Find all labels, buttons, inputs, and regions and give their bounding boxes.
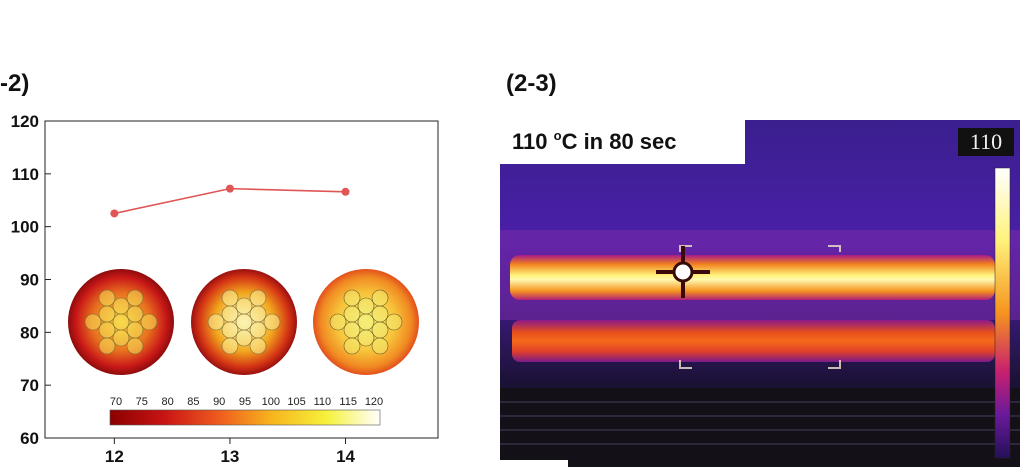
data-point xyxy=(341,187,350,196)
colorbar-tick-label: 70 xyxy=(110,396,122,408)
thermal-caption: 110 oC in 80 sec xyxy=(500,120,745,164)
colorbar-tick-label: 105 xyxy=(287,396,305,408)
colorbar-tick-label: 80 xyxy=(161,396,173,408)
colorbar-tick-label: 85 xyxy=(187,396,199,408)
scale-max-value: 110 xyxy=(958,128,1014,156)
cross-section-13 xyxy=(191,269,297,375)
y-tick-label: 110 xyxy=(12,165,39,184)
y-tick-label: 80 xyxy=(20,323,39,342)
series-line xyxy=(110,184,350,218)
colorbar-tick-label: 95 xyxy=(239,396,251,408)
y-tick-label: 100 xyxy=(11,218,39,237)
colorbar-tick-label: 75 xyxy=(136,396,148,408)
temperature-chart: 60 70 80 90 100 110 120 12 13 14 70 75 80 85 90 95 100… xyxy=(11,112,439,466)
x-axis-ticks: 12 13 14 xyxy=(105,438,356,466)
crosshair-icon xyxy=(656,246,710,298)
panel-label-left: -2) xyxy=(0,70,30,97)
cross-section-14 xyxy=(313,269,419,375)
colorbar-tick-label: 100 xyxy=(262,396,280,408)
data-point xyxy=(110,209,119,218)
colorbar-tick-labels: 70 75 80 85 90 95 100 105 110 115 120 xyxy=(110,396,383,408)
colorbar-tick-label: 110 xyxy=(314,396,332,408)
colorbar xyxy=(109,409,381,426)
y-tick-label: 120 xyxy=(11,112,39,131)
colorbar-tick-label: 120 xyxy=(365,396,383,408)
colorbar-tick-label: 90 xyxy=(213,396,225,408)
y-tick-label: 90 xyxy=(20,271,39,290)
cross-section-12 xyxy=(68,269,174,375)
y-tick-label: 60 xyxy=(20,429,39,448)
data-point xyxy=(225,184,234,193)
panel-label-right: (2-3) xyxy=(506,70,557,97)
x-tick-label: 12 xyxy=(105,447,124,466)
y-tick-label: 70 xyxy=(20,376,39,395)
colorbar-tick-label: 115 xyxy=(339,396,357,408)
caption-value: 110 xyxy=(512,129,554,154)
y-axis-ticks: 60 70 80 90 100 110 120 xyxy=(11,112,51,448)
thermal-image xyxy=(500,120,1020,467)
caption-degree: o xyxy=(553,128,562,143)
caption-rest: C in 80 sec xyxy=(561,129,677,154)
x-tick-label: 14 xyxy=(336,447,355,466)
x-tick-label: 13 xyxy=(220,447,239,466)
